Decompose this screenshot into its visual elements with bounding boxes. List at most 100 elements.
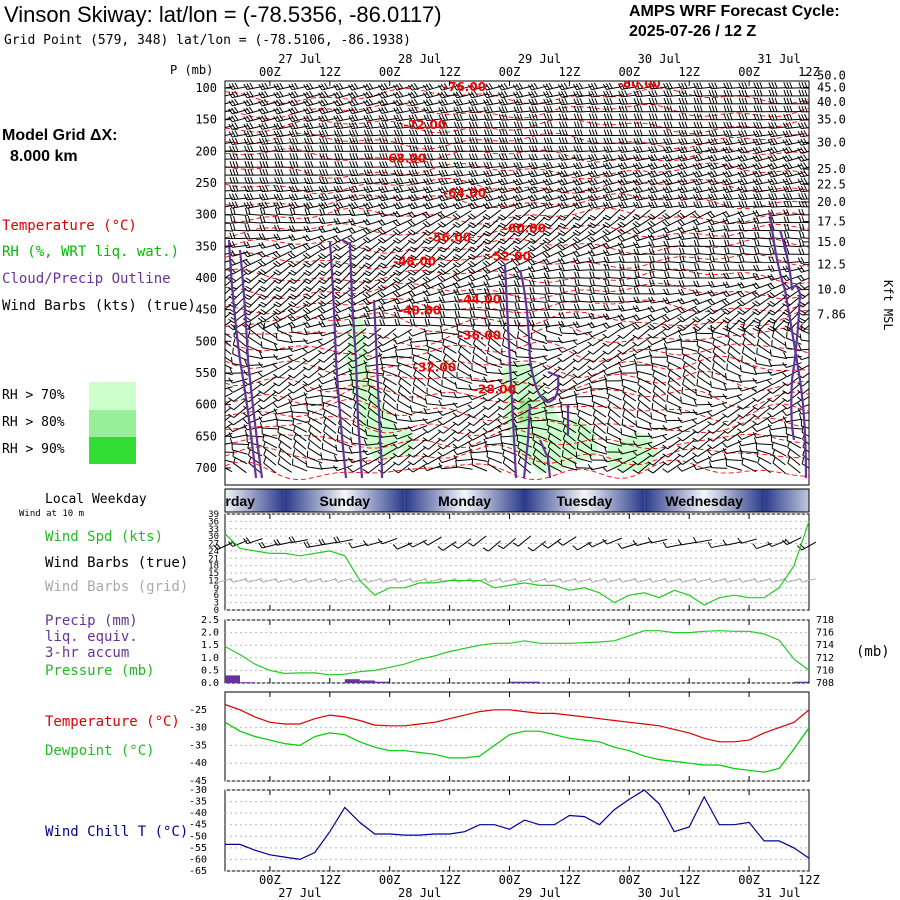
- forecast-cycle-value: 2025-07-26 / 12 Z: [629, 23, 757, 40]
- wind-10m-label: Wind at 10 m: [19, 509, 85, 519]
- wind-barb: [378, 98, 398, 107]
- wind-barb-feather: [470, 91, 476, 98]
- wind-barb-feather: [249, 90, 254, 97]
- wind-barb-feather: [323, 98, 329, 105]
- wind-barb-feather: [774, 82, 778, 89]
- wind-barb-feather: [333, 92, 338, 99]
- wind-barb-feather: [708, 90, 712, 97]
- wind-barb-feather: [264, 98, 269, 105]
- wind-barb-feather: [663, 97, 667, 105]
- wind-barb: [753, 82, 773, 89]
- wind-barb-feather: [366, 107, 371, 114]
- wind-barb: [693, 105, 713, 113]
- wind-barb-feather: [217, 123, 220, 129]
- wind-barb-feather: [413, 90, 419, 97]
- wind-barb-feather: [443, 90, 449, 97]
- wind-barb-feather: [681, 105, 685, 112]
- wind-barb-feather: [441, 99, 446, 106]
- wind-barb-feather: [438, 99, 443, 106]
- wind-barb-feather: [801, 97, 805, 104]
- wind-barb-feather: [543, 91, 547, 98]
- wind-barb-feather: [258, 116, 263, 123]
- temperature-contour: [225, 428, 809, 450]
- wind-barb-feather: [258, 108, 263, 115]
- wind-barb-feather: [711, 82, 715, 89]
- wind-barb-feather: [258, 83, 263, 90]
- legend-cloud: Cloud/Precip Outline: [2, 271, 171, 287]
- wind-barb-feather: [699, 97, 703, 104]
- wind-barb-feather: [741, 82, 745, 89]
- wind-barb-feather: [786, 82, 790, 89]
- wind-barb-feather: [768, 89, 772, 97]
- wind-barb-feather: [789, 89, 793, 97]
- wind-barb-feather: [336, 91, 341, 98]
- wind-barb-feather: [576, 105, 580, 113]
- wind-barb: [513, 105, 533, 113]
- wind-barb-feather: [786, 89, 790, 97]
- wind-barb-feather: [318, 92, 323, 99]
- wind-barb-feather: [561, 105, 565, 113]
- wind-barb: [273, 98, 293, 107]
- wind-barb-feather: [318, 108, 323, 115]
- wind-barb: [393, 114, 413, 122]
- wind-barb: [723, 89, 743, 97]
- wind-barb-feather: [303, 115, 308, 122]
- wind-barb-feather: [380, 91, 386, 98]
- wind-barb-feather: [363, 92, 368, 99]
- wind-barb-staff: [225, 158, 234, 161]
- wind-barb-feather: [606, 105, 610, 113]
- wind-barb-feather: [468, 99, 473, 106]
- wind-barb-feather: [804, 89, 808, 97]
- wind-barb-feather: [519, 98, 523, 105]
- wind-barb-feather: [635, 82, 640, 90]
- wind-barb-feather: [801, 89, 805, 97]
- wind-barb-feather: [273, 100, 278, 107]
- wind-barb-feather: [351, 83, 356, 90]
- wind-barb-feather: [276, 99, 281, 106]
- wind-barb-feather: [474, 98, 479, 105]
- wind-barb-feather: [783, 105, 787, 113]
- wind-barb-feather: [455, 91, 461, 98]
- wind-barb-feather: [693, 82, 697, 90]
- wind-barb-feather: [426, 106, 431, 113]
- wind-barb-feather: [383, 83, 389, 89]
- wind-barb-feather: [276, 107, 281, 114]
- precip-label-2: liq. equiv.: [45, 629, 138, 645]
- rh-shading-1: [502, 362, 598, 474]
- wind-barb-feather: [771, 89, 775, 97]
- wind-barb-feather: [234, 90, 239, 97]
- dewpoint-label: Dewpoint (°C): [45, 743, 155, 759]
- temperature-contour: [225, 444, 809, 466]
- wind-barb-feather: [789, 105, 793, 112]
- wind-barb-feather: [215, 232, 217, 238]
- wind-barb-feather: [678, 90, 682, 97]
- wind-barb: [738, 105, 758, 113]
- wind-barb-feather: [783, 82, 787, 89]
- wind-barb-feather: [786, 105, 790, 112]
- wind-barb-feather: [217, 99, 220, 105]
- wind-barb-feather: [699, 89, 703, 97]
- wind-barb-feather: [351, 114, 356, 121]
- wind-barb-feather: [483, 106, 488, 113]
- wind-barb-feather: [428, 83, 434, 89]
- wind-barb-feather: [774, 89, 778, 97]
- wind-barb-feather: [218, 216, 221, 222]
- wind-barb-feather: [221, 177, 223, 183]
- wind-barb-feather: [621, 105, 625, 112]
- wind-barb-feather: [243, 83, 248, 90]
- wind-barb-feather: [639, 105, 643, 112]
- wind-barb-feather: [440, 83, 446, 90]
- wind-barb-feather: [384, 106, 389, 113]
- wind-barb-feather: [425, 83, 431, 90]
- wind-barb-feather: [214, 295, 220, 301]
- wind-barb-feather: [594, 105, 598, 112]
- wind-barb-feather: [488, 90, 493, 97]
- wind-barb-feather: [258, 92, 263, 99]
- wind-barb: [528, 105, 548, 113]
- wind-barb: [527, 82, 548, 91]
- wind-barb-feather: [395, 91, 401, 98]
- wind-barb-feather: [294, 106, 299, 113]
- wind-barb-feather: [558, 98, 562, 105]
- wind-barb-feather: [215, 224, 217, 230]
- wind-barb-feather: [558, 91, 562, 98]
